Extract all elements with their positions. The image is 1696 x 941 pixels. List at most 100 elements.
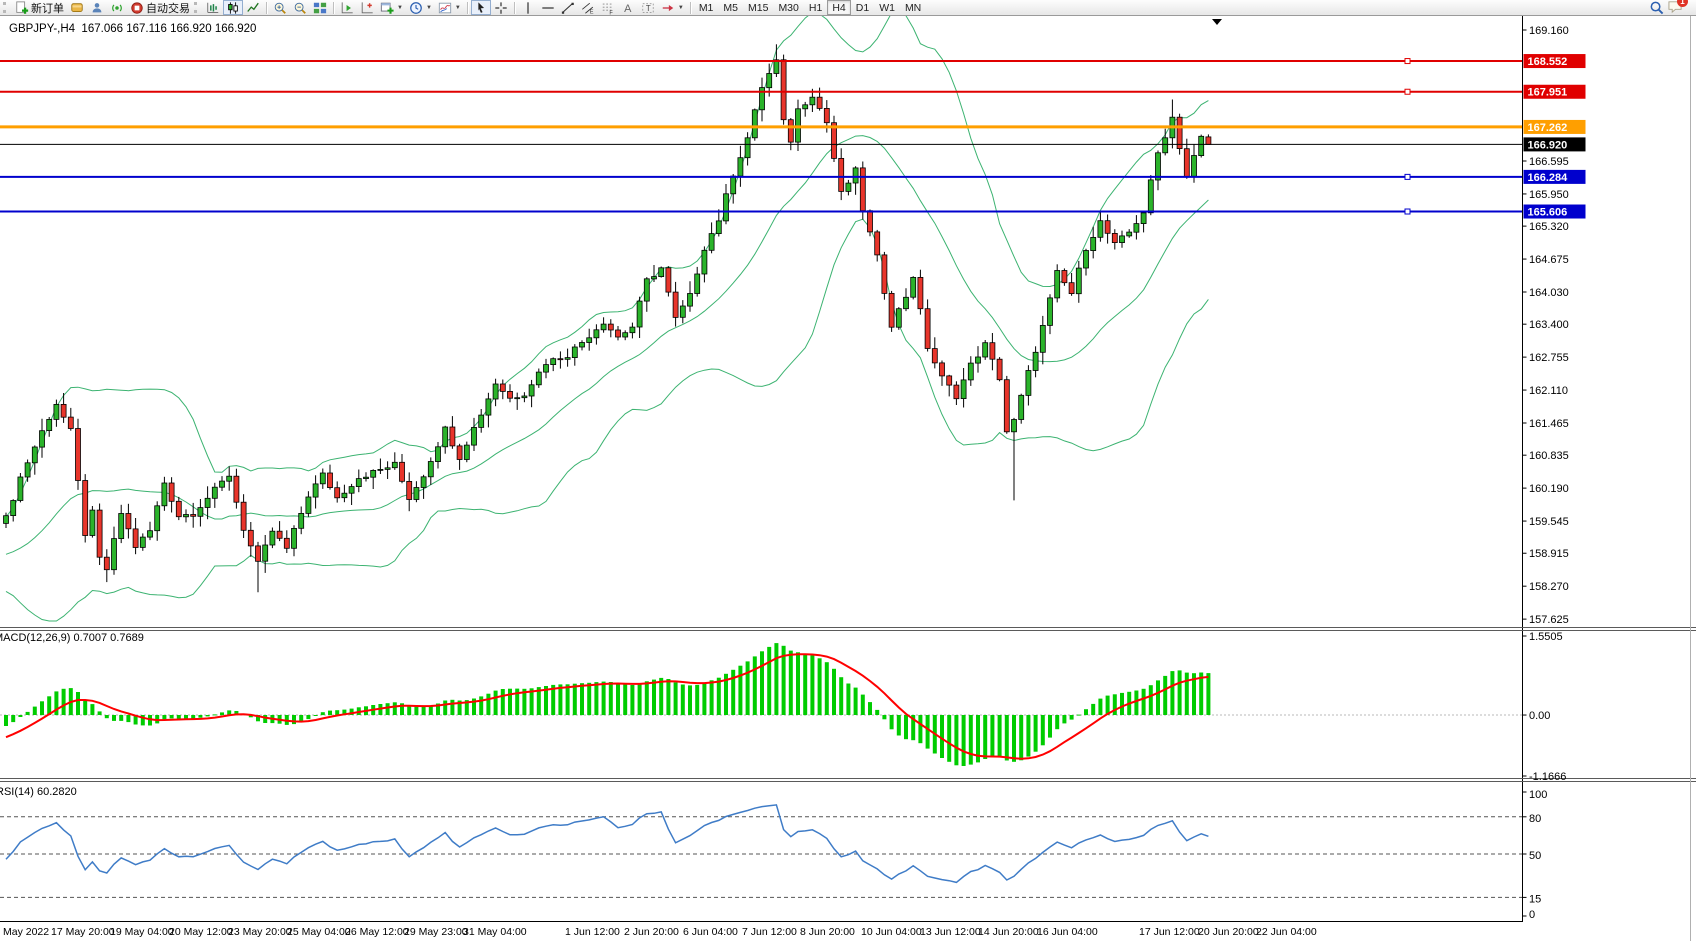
line-chart-icon [247,2,259,12]
profile-button[interactable] [87,0,107,15]
cursor-button[interactable] [470,0,491,15]
macd-tick-label: 0.00 [1529,710,1550,722]
timeframe-button-M15[interactable]: M15 [743,0,773,15]
rsi-tick-label: 100 [1529,789,1547,801]
zoom-in-button[interactable] [270,0,290,15]
charts-icon [71,2,83,12]
zoom-in-icon [274,2,286,14]
crosshair-icon [495,1,507,14]
time-tick-label: 19 May 04:00 [110,926,174,938]
price-tick-label: 169.160 [1529,25,1569,37]
time-tick-label: 29 May 23:00 [404,926,468,938]
zoom-out-icon [294,2,306,14]
timeframe-button-M5[interactable]: M5 [718,0,743,15]
time-tick-label: 25 May 04:00 [287,926,351,938]
rsi-layer [0,804,1522,898]
hline-price-label: 168.552 [1528,56,1568,68]
price-chart-canvas[interactable]: 168.552 167.951 167.262 166.284 165.606 166.9… [0,16,1696,941]
zoom-out-button[interactable] [290,0,310,15]
auto-scroll-button[interactable] [337,0,357,15]
toolbar-separator [266,1,267,14]
time-tick-label: 7 Jun 12:00 [742,926,797,938]
time-tick-label: 31 May 04:00 [463,926,527,938]
svg-text:T: T [646,4,651,13]
timeframe-button-H1[interactable]: H1 [804,0,827,15]
time-tick-label: 14 Jun 20:00 [978,926,1039,938]
text-label-button[interactable]: T [638,0,658,15]
line-chart-button[interactable] [243,0,263,15]
search-icon [1650,1,1664,15]
price-tick-label: 164.030 [1529,287,1569,299]
time-tick-label: 17 Jun 12:00 [1139,926,1200,938]
signals-icon [112,4,122,11]
current-price-label: 166.920 [1528,139,1568,151]
new-chart-icon [380,2,394,14]
candlestick-chart-icon [228,1,238,14]
chart-shift-icon [361,1,373,13]
horizontal-line-button[interactable] [538,0,558,15]
macd-tick-label: 1.5505 [1529,631,1563,643]
autotrading-button[interactable]: 自动交易 [127,0,193,15]
price-tick-label: 162.110 [1529,385,1568,397]
timeframe-button-D1[interactable]: D1 [851,0,874,15]
text-button[interactable]: A [618,0,638,15]
dropdown-caret-icon: ▼ [454,4,461,11]
templates-button[interactable]: ▼ [435,0,464,15]
time-tick-label: 2 Jun 20:00 [624,926,679,938]
time-tick-label: 6 Jun 04:00 [683,926,738,938]
toolbar-grip[interactable] [3,2,9,13]
charts-button[interactable] [67,0,87,15]
bollinger-middle-band [5,135,1209,555]
trendline-button[interactable] [558,0,578,15]
tile-windows-icon [313,2,327,13]
toolbar-grip[interactable] [194,2,200,13]
crosshair-button[interactable] [491,0,511,15]
equidistant-channel-button[interactable]: E [578,0,598,15]
clock-icon [410,1,422,14]
time-tick-label: 10 Jun 04:00 [861,926,922,938]
notifications-button[interactable]: 1 [1667,0,1688,17]
timeframe-button-W1[interactable]: W1 [874,0,900,15]
text-label-icon: T [642,2,654,13]
candles-layer [3,44,1212,593]
signals-button[interactable] [107,0,127,15]
timeframe-button-M1[interactable]: M1 [694,0,719,15]
bar-chart-icon [207,2,219,13]
price-tick-label: 163.400 [1529,319,1569,331]
price-tick-label: 160.835 [1529,450,1569,462]
horizontal-lines-layer: 168.552 167.951 167.262 166.284 165.606 166.9… [0,54,1586,219]
timeframe-button-M30[interactable]: M30 [773,0,803,15]
macd-layer [0,643,1522,766]
dropdown-caret-icon: ▼ [677,4,684,11]
bar-chart-button[interactable] [203,0,223,15]
timeframe-button-MN[interactable]: MN [900,0,926,15]
time-tick-label: 17 May 20:00 [51,926,115,938]
time-tick-label: 23 May 20:00 [228,926,292,938]
candlestick-chart-button[interactable] [223,0,243,15]
price-tick-label: 165.320 [1529,221,1569,233]
rsi-tick-label: 50 [1529,850,1541,862]
time-tick-label: 13 Jun 12:00 [920,926,981,938]
tile-windows-button[interactable] [310,0,330,15]
time-tick-label: 16 Jun 04:00 [1037,926,1098,938]
new-order-button[interactable]: 新订单 [12,0,67,15]
text-icon: A [624,2,632,14]
price-tick-label: 166.595 [1529,156,1569,168]
price-tick-label: 160.190 [1529,483,1569,495]
fibonacci-button[interactable]: F [598,0,618,15]
hline-price-label: 166.284 [1528,172,1569,184]
timeframe-button-H4[interactable]: H4 [827,0,851,15]
price-tick-label: 162.755 [1529,352,1569,364]
chart-shift-button[interactable] [357,0,377,15]
new-chart-button[interactable]: ▼ [377,0,406,15]
search-button[interactable] [1646,0,1667,15]
main-toolbar: 新订单 自动交易 ▼ ▼ [0,0,1696,16]
bollinger-lower-band [5,218,1209,622]
vertical-line-button[interactable] [518,0,538,15]
rsi-axis: 100 80 50 15 0 [1522,789,1547,921]
price-tick-label: 159.545 [1529,516,1569,528]
rsi-tick-label: 80 [1529,813,1541,825]
arrows-button[interactable]: ▼ [658,0,687,15]
periods-button[interactable]: ▼ [406,0,435,15]
